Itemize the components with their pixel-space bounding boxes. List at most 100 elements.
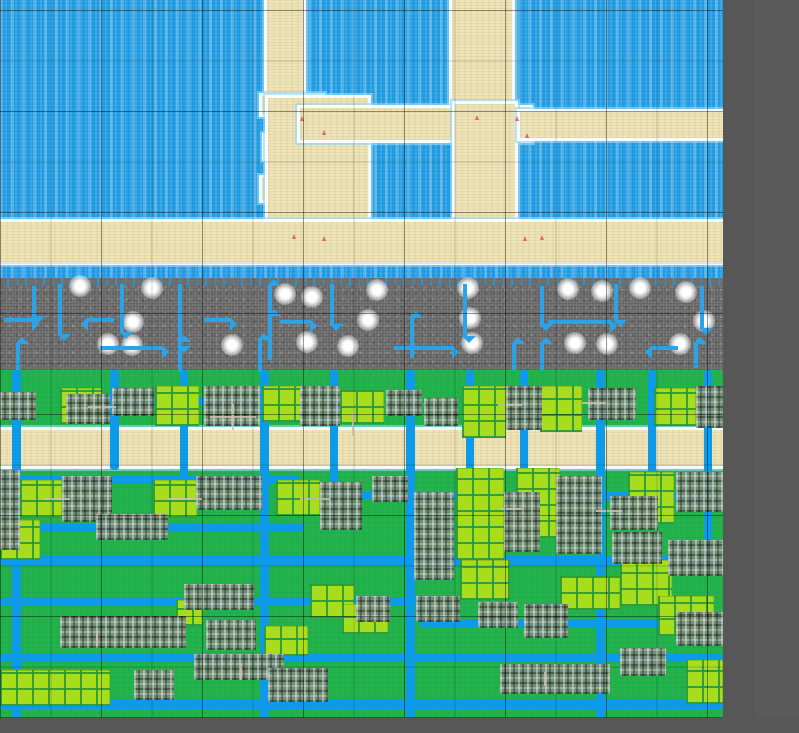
building-cluster[interactable]	[414, 492, 454, 580]
building-cluster[interactable]	[300, 386, 340, 426]
flow-arrow-head	[698, 328, 713, 335]
building-cluster[interactable]	[96, 514, 168, 540]
viewport-backdrop-panel	[755, 0, 799, 733]
flow-arrow-head	[645, 344, 652, 359]
farm-plot-divider	[560, 576, 620, 610]
building-cluster[interactable]	[112, 388, 154, 416]
tree-marker	[475, 115, 479, 120]
flow-arrow-head	[310, 318, 317, 333]
sand-region	[267, 0, 303, 100]
flow-arrow-shaft	[268, 286, 272, 314]
tree-marker	[292, 234, 296, 239]
flow-arrow-shaft	[540, 344, 544, 370]
flow-arrow-shaft	[694, 344, 698, 368]
road-segment	[88, 406, 116, 408]
rock-ridge-shoreline	[0, 278, 723, 286]
flow-arrow-head	[162, 344, 169, 359]
building-cluster[interactable]	[60, 616, 186, 648]
flow-arrow-shaft	[178, 342, 182, 372]
flow-arrow-head	[461, 336, 476, 343]
flow-arrow-head	[118, 332, 133, 339]
river-segment	[0, 556, 723, 565]
farm-plot-divider	[456, 468, 504, 560]
building-cluster[interactable]	[268, 668, 328, 702]
building-cluster[interactable]	[424, 398, 458, 426]
river-segment	[260, 370, 269, 718]
building-cluster[interactable]	[320, 482, 362, 530]
tree-marker	[322, 130, 326, 135]
building-cluster[interactable]	[206, 620, 256, 650]
building-cluster[interactable]	[504, 492, 540, 552]
building-cluster[interactable]	[610, 496, 658, 530]
building-cluster-layer[interactable]	[0, 0, 723, 718]
building-cluster[interactable]	[134, 670, 174, 700]
flow-arrow-shaft	[540, 286, 544, 324]
building-cluster[interactable]	[196, 476, 262, 510]
building-cluster[interactable]	[524, 604, 568, 638]
flow-arrow-head	[692, 337, 707, 344]
flow-arrow-shaft	[100, 346, 162, 350]
flow-arrow-head	[328, 324, 343, 331]
building-cluster[interactable]	[386, 390, 422, 416]
building-cluster[interactable]	[696, 386, 723, 428]
flow-arrow-shaft	[88, 318, 114, 322]
river-segment	[0, 476, 300, 484]
river-segment	[110, 370, 119, 470]
tree-marker	[515, 116, 519, 121]
farm-plot-divider	[460, 560, 510, 600]
flow-arrow-shaft	[330, 284, 334, 324]
sand-region	[520, 112, 723, 138]
flow-arrow-head	[256, 333, 271, 340]
building-cluster[interactable]	[62, 476, 112, 522]
building-cluster[interactable]	[676, 612, 723, 646]
flow-arrow-head	[510, 337, 525, 344]
flow-arrow-shaft	[614, 284, 618, 320]
building-cluster[interactable]	[66, 394, 110, 424]
building-cluster[interactable]	[506, 386, 542, 430]
tree-marker	[523, 236, 527, 241]
building-cluster[interactable]	[588, 388, 636, 420]
river-segment	[648, 370, 656, 500]
flow-arrow-shaft	[4, 318, 32, 322]
tree-marker	[300, 116, 304, 121]
sand-region	[0, 222, 723, 262]
river-segment	[406, 370, 415, 718]
flow-arrow-head	[81, 316, 88, 331]
river-segment	[704, 370, 712, 570]
building-cluster[interactable]	[668, 540, 723, 576]
building-cluster[interactable]	[0, 392, 36, 420]
building-cluster[interactable]	[556, 476, 602, 554]
road-layer	[44, 402, 622, 686]
flow-arrow-shaft	[463, 284, 467, 336]
building-cluster[interactable]	[612, 532, 662, 564]
building-cluster[interactable]	[372, 476, 408, 502]
building-cluster[interactable]	[676, 472, 723, 512]
sand-region	[452, 0, 512, 120]
flow-arrow-head	[610, 318, 617, 333]
building-cluster[interactable]	[620, 648, 666, 676]
flow-arrow-shaft	[16, 344, 20, 370]
building-cluster[interactable]	[0, 470, 20, 550]
river-segment	[0, 654, 723, 662]
road-segment	[300, 498, 330, 500]
flow-arrow-head	[176, 335, 191, 342]
farm-plot-divider	[0, 670, 110, 706]
flow-arrow-shaft	[120, 284, 124, 332]
building-cluster[interactable]	[478, 602, 518, 628]
building-cluster[interactable]	[500, 664, 610, 694]
flow-arrow-shaft	[204, 318, 230, 322]
flow-arrow-head	[56, 334, 71, 341]
farm-plot-divider	[540, 386, 582, 432]
flow-arrow-head	[32, 316, 39, 331]
building-cluster[interactable]	[416, 596, 460, 622]
river-segment	[180, 370, 188, 490]
tree-marker-layer	[292, 115, 544, 241]
map-viewport[interactable]	[0, 0, 723, 718]
building-cluster[interactable]	[356, 596, 390, 622]
flow-arrow-layer[interactable]	[0, 0, 723, 718]
flow-arrow-head	[230, 316, 237, 331]
river-segment	[330, 370, 338, 520]
road-segment	[240, 664, 242, 680]
building-cluster[interactable]	[184, 584, 254, 610]
